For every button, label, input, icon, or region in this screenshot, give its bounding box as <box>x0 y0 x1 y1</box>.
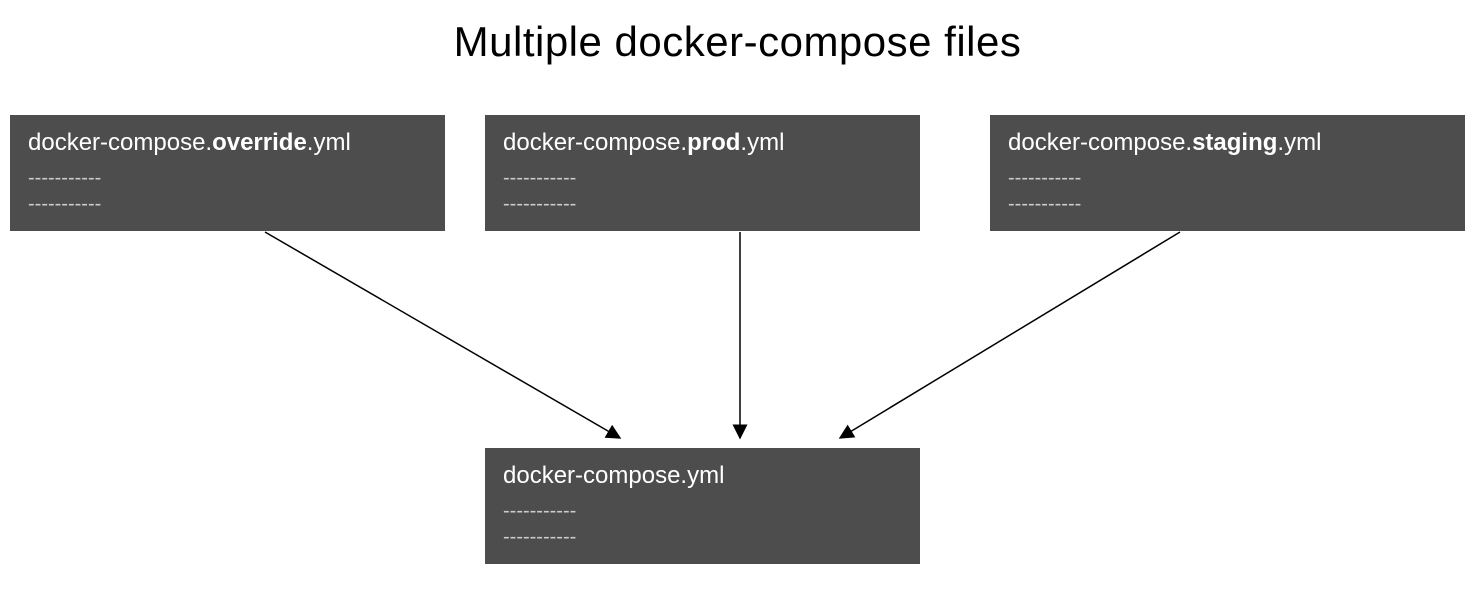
filename-bold: override <box>212 129 307 156</box>
filename-prefix: docker-compose. <box>28 129 212 156</box>
filename-prefix: docker-compose. <box>1008 129 1192 156</box>
filename-suffix: .yml <box>740 129 784 156</box>
filename-prod: docker-compose.prod.yml <box>503 129 902 157</box>
filename-base: docker-compose.yml <box>503 462 902 490</box>
diagram-title: Multiple docker-compose files <box>0 0 1475 66</box>
content-placeholder-line: ----------- <box>28 165 427 191</box>
file-box-override: docker-compose.override.yml ----------- … <box>10 115 445 231</box>
filename-override: docker-compose.override.yml <box>28 129 427 157</box>
filename-bold: staging <box>1192 129 1277 156</box>
arrow-staging-to-base <box>840 232 1180 438</box>
content-placeholder-line: ----------- <box>503 498 902 524</box>
file-box-prod: docker-compose.prod.yml ----------- ----… <box>485 115 920 231</box>
filename-prefix: docker-compose. <box>503 129 687 156</box>
content-placeholder-line: ----------- <box>503 165 902 191</box>
arrow-override-to-base <box>265 232 620 438</box>
filename-suffix: .yml <box>307 129 351 156</box>
filename-suffix: .yml <box>1277 129 1321 156</box>
content-placeholder-line: ----------- <box>28 191 427 217</box>
content-placeholder-line: ----------- <box>503 191 902 217</box>
content-placeholder-line: ----------- <box>1008 191 1447 217</box>
filename-bold: prod <box>687 129 740 156</box>
filename-staging: docker-compose.staging.yml <box>1008 129 1447 157</box>
file-box-base: docker-compose.yml ----------- ---------… <box>485 448 920 564</box>
content-placeholder-line: ----------- <box>503 524 902 550</box>
file-box-staging: docker-compose.staging.yml ----------- -… <box>990 115 1465 231</box>
content-placeholder-line: ----------- <box>1008 165 1447 191</box>
